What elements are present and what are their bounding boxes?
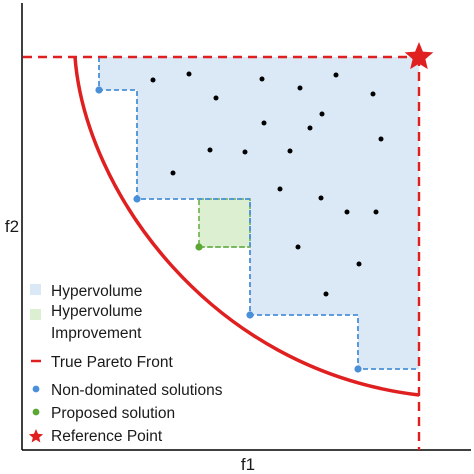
legend-hypervolume-swatch	[30, 284, 41, 295]
legend-improvement-label-line1: Hypervolume	[51, 303, 142, 320]
legend-reference-label: Reference Point	[51, 428, 163, 445]
x-axis-label: f1	[241, 455, 255, 474]
dominated-point	[378, 136, 384, 142]
dominated-point	[277, 186, 283, 192]
hypervolume-improvement-region	[198, 198, 251, 248]
dominated-point	[207, 147, 213, 153]
hypervolume-staircase	[98, 57, 419, 370]
dominated-point	[287, 148, 293, 154]
hypervolume-region	[99, 57, 419, 369]
dominated-point	[333, 72, 339, 78]
legend-proposed-dot-icon	[32, 408, 40, 416]
reference-point-star-icon	[404, 42, 434, 70]
nondominated-points	[95, 86, 362, 373]
nondominated-point	[133, 195, 141, 203]
nondominated-point	[95, 86, 103, 94]
dominated-point	[373, 209, 379, 215]
true-pareto-front	[73, 56, 420, 397]
nondominated-point	[354, 365, 362, 373]
dominated-point	[344, 209, 350, 215]
dominated-point	[297, 85, 303, 91]
dominated-point	[323, 291, 329, 297]
legend-proposed-label: Proposed solution	[51, 405, 175, 422]
proposed-solution-point	[195, 243, 203, 251]
dominated-point	[307, 125, 313, 131]
dominated-points	[150, 71, 384, 297]
dominated-point	[295, 244, 301, 250]
dominated-point	[259, 76, 265, 82]
dominated-point	[318, 195, 324, 201]
dominated-point	[170, 170, 176, 176]
y-axis-label: f2	[5, 217, 19, 236]
legend-hypervolume-label: Hypervolume	[51, 283, 142, 300]
dominated-point	[213, 95, 219, 101]
dominated-point	[150, 77, 156, 83]
dominated-point	[261, 120, 267, 126]
dominated-point	[319, 111, 325, 117]
legend-nondominated-label: Non-dominated solutions	[51, 382, 223, 399]
nondominated-point	[246, 311, 254, 319]
legend-pareto-label: True Pareto Front	[51, 354, 173, 371]
legend-improvement-label-line2: Improvement	[51, 325, 142, 342]
legend-nondominated-dot-icon	[32, 385, 40, 393]
dominated-point	[370, 91, 376, 97]
legend-improvement-swatch	[30, 309, 41, 320]
legend: Hypervolume Hypervolume Improvement True…	[28, 283, 223, 445]
dominated-point	[356, 261, 362, 267]
dominated-point	[242, 149, 248, 155]
dominated-point	[186, 71, 192, 77]
legend-reference-star-icon	[28, 429, 44, 443]
